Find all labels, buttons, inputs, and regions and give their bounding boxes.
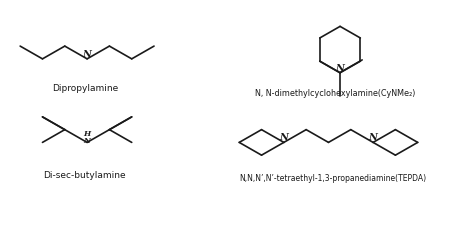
Text: N: N [369,132,377,141]
Text: Dipropylamine: Dipropylamine [52,84,118,92]
Text: N: N [82,50,91,58]
Text: H
N: H N [83,129,91,144]
Text: Di-sec-butylamine: Di-sec-butylamine [44,171,126,180]
Text: N,N,N’,N’-tetraethyl-1,3-propanediamine(TEPDA): N,N,N’,N’-tetraethyl-1,3-propanediamine(… [239,174,427,183]
Text: N: N [279,132,288,141]
Text: N, N-dimethylcyclohexylamine(CyNMe₂): N, N-dimethylcyclohexylamine(CyNMe₂) [255,88,416,97]
Text: N: N [336,63,344,72]
